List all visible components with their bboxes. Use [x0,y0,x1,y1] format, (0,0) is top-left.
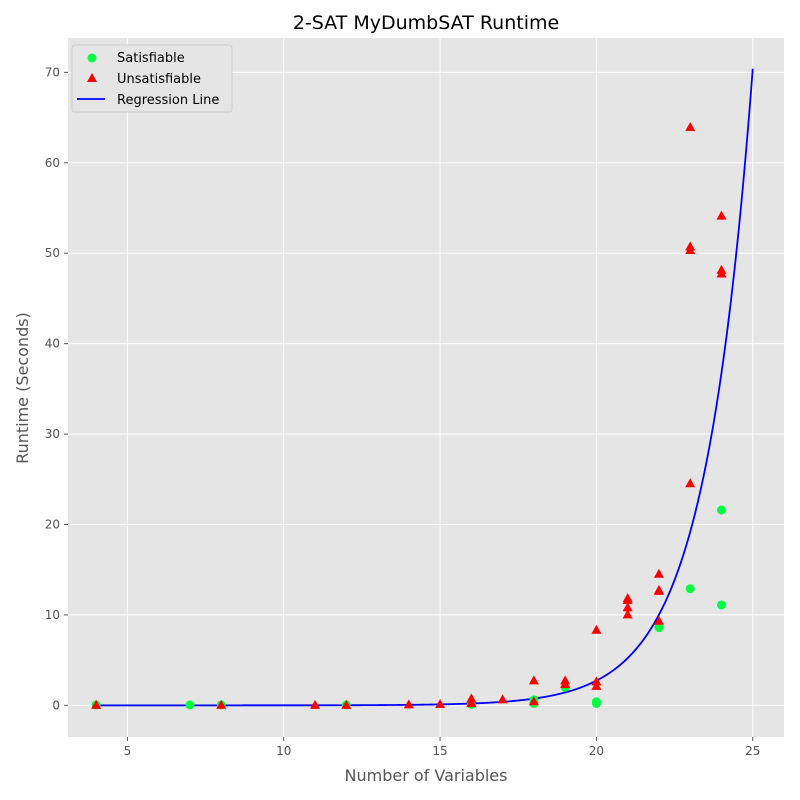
unsatisfiable-point [591,676,602,686]
ticks: 5 10 15 20 25 0 10 20 30 40 50 60 70 [45,65,761,758]
unsatisfiable-point [653,585,664,595]
unsatisfiable-point [403,699,414,709]
x-tick-label: 5 [124,744,132,758]
y-tick-label: 10 [45,608,60,622]
unsatisfiable-point [528,696,539,706]
unsatisfiable-point [685,478,696,488]
y-tick-label: 20 [45,517,60,531]
y-tick-label: 0 [52,698,60,712]
x-tick-label: 20 [589,744,604,758]
x-tick-label: 15 [432,744,447,758]
y-tick-label: 30 [45,427,60,441]
unsatisfiable-point [622,602,633,612]
unsatisfiable-point [591,680,602,690]
legend: Satisfiable Unsatisfiable Regression Lin… [71,44,233,113]
satisfiable-point [716,600,726,610]
y-axis-label: Runtime (Seconds) [13,312,32,464]
unsatisfiable-point [622,593,633,603]
unsatisfiable-point [466,693,477,703]
unsatisfiable-point [341,699,352,709]
unsatisfiable-point [685,241,696,251]
x-tick-label: 25 [745,744,760,758]
unsatisfiable-point [528,675,539,685]
satisfiable-point [654,623,664,633]
regression-layer [96,68,754,707]
x-axis-label: Number of Variables [345,766,508,785]
unsatisfiable-point [466,698,477,708]
y-tick-label: 60 [45,156,60,170]
y-tick-label: 50 [45,246,60,260]
legend-satisfiable-marker [87,53,97,63]
legend-box [71,44,233,113]
legend-unsatisfiable-marker [87,73,97,82]
points-layer [91,122,727,710]
legend-satisfiable-label: Satisfiable [117,51,185,66]
x-tick-label: 10 [276,744,291,758]
unsatisfiable-point [622,609,633,619]
plot-area [68,38,784,737]
unsatisfiable-point [216,699,227,709]
unsatisfiable-point [591,624,602,634]
unsatisfiable-point [685,122,696,132]
regression-line [96,68,754,707]
unsatisfiable-point [497,694,508,704]
satisfiable-point [185,700,195,710]
unsatisfiable-point [435,698,446,708]
y-tick-label: 40 [45,337,60,351]
legend-regression-label: Regression Line [117,93,219,108]
unsatisfiable-point [91,699,102,709]
unsatisfiable-point [653,568,664,578]
unsatisfiable-point [560,675,571,685]
chart-title: 2-SAT MyDumbSAT Runtime [293,12,559,34]
unsatisfiable-point [716,210,727,220]
satisfiable-point [716,505,726,515]
satisfiable-point [685,584,695,594]
grid [68,38,784,737]
legend-unsatisfiable-label: Unsatisfiable [117,72,201,87]
unsatisfiable-point [310,699,321,709]
y-tick-label: 70 [45,65,60,79]
unsatisfiable-point [716,264,727,274]
satisfiable-point [591,697,601,707]
unsatisfiable-point [653,615,664,625]
